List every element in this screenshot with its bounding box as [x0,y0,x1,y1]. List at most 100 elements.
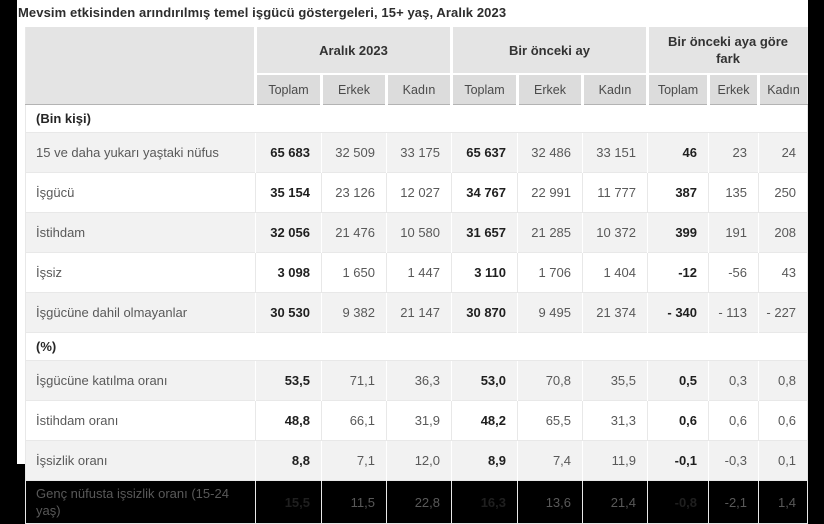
cell: 12 027 [385,172,452,213]
row-label: İstihdam [25,212,256,253]
cell: 21 147 [385,292,452,333]
cell: 250 [758,172,808,213]
cell: 10 372 [582,212,648,253]
subheader-kadin-5: Kadın [581,73,648,105]
column-group-bir-onceki-ay: Bir önceki ay [450,27,648,74]
cell: 1,4 [758,480,808,524]
row-label: Genç nüfusta işsizlik oranı (15-24 yaş) [25,480,256,524]
cell: 191 [708,212,759,253]
cell: -0,1 [647,440,709,481]
subheader-erkek-7: Erkek [707,73,759,105]
cell: 0,6 [708,400,759,441]
table-header: Aralık 2023 Bir önceki ay Bir önceki aya… [25,27,808,105]
table-row: İşsizlik oranı 8,8 7,1 12,0 8,9 7,4 11,9 -0,1 -0… [25,440,808,481]
page-title: Mevsim etkisinden arındırılmış temel işg… [18,5,507,20]
cell: 30 530 [255,292,322,333]
cell: 0,6 [647,400,709,441]
cell: 1 447 [385,252,452,293]
cell: 9 382 [321,292,387,333]
cell: 53,5 [255,360,322,401]
subheader-toplam-0: Toplam [254,73,322,105]
cell: 11,5 [321,480,387,524]
cell: 21 285 [517,212,583,253]
cell: 65,5 [517,400,583,441]
corner-cell [25,27,256,105]
subheader-kadin-8: Kadın [757,73,808,105]
cell: 53,0 [451,360,518,401]
table-row: İstihdam 32 056 21 476 10 580 31 657 21 285 10… [25,212,808,253]
table-row: 15 ve daha yukarı yaştaki nüfus 65 683 32 … [25,132,808,173]
cell: 23 126 [321,172,387,213]
cell: 21 374 [582,292,648,333]
cell: 32 486 [517,132,583,173]
cell: -2,1 [708,480,759,524]
cell: 32 056 [255,212,322,253]
cell: 7,1 [321,440,387,481]
table-row: Genç nüfusta işsizlik oranı (15-24 yaş) 1… [25,480,808,524]
page: { "chart_data": { "type": "table", "titl… [17,0,809,524]
cell: 31 657 [451,212,518,253]
cell: 66,1 [321,400,387,441]
cell: 0,1 [758,440,808,481]
cell: 8,8 [255,440,322,481]
cell: 23 [708,132,759,173]
cell: 21 476 [321,212,387,253]
row-label: İşgücüne dahil olmayanlar [25,292,256,333]
cell: - 227 [758,292,808,333]
cell: 21,4 [582,480,648,524]
cell: 0,8 [758,360,808,401]
row-label: İşsiz [25,252,256,293]
subheader-erkek-1: Erkek [320,73,387,105]
cell: 1 404 [582,252,648,293]
cell: 24 [758,132,808,173]
subheader-erkek-4: Erkek [516,73,583,105]
cell: 30 870 [451,292,518,333]
cell: 8,9 [451,440,518,481]
cell: 43 [758,252,808,293]
cell: - 340 [647,292,709,333]
cell: 33 175 [385,132,452,173]
cell: 7,4 [517,440,583,481]
row-label: İşgücü [25,172,256,213]
cell: 31,9 [385,400,452,441]
cell: 11,9 [582,440,648,481]
cell: 48,8 [255,400,322,441]
table-row: İşsiz 3 098 1 650 1 447 3 110 1 706 1 404 -12 -5… [25,252,808,293]
cell: 1 650 [321,252,387,293]
content-panel: Mevsim etkisinden arındırılmış temel işg… [17,0,809,524]
cell: 48,2 [451,400,518,441]
column-group-fark: Bir önceki aya göre fark [646,27,808,74]
cell: 35 154 [255,172,322,213]
cell: - 113 [708,292,759,333]
cell: 3 110 [451,252,518,293]
cell: 12,0 [385,440,452,481]
cell: 10 580 [385,212,452,253]
cell: 65 637 [451,132,518,173]
section-header-row: (%) [25,332,808,361]
table-row: İşgücüne dahil olmayanlar 30 530 9 382 21 1… [25,292,808,333]
cell: 32 509 [321,132,387,173]
cell: 13,6 [517,480,583,524]
table-body: (Bin kişi) 15 ve daha yukarı yaştaki nüfu… [25,104,808,524]
section-header-row: (Bin kişi) [25,104,808,133]
subheader-toplam-3: Toplam [450,73,518,105]
cell: 11 777 [582,172,648,213]
cell: 135 [708,172,759,213]
row-label: 15 ve daha yukarı yaştaki nüfus [25,132,256,173]
cell: 46 [647,132,709,173]
cell: 65 683 [255,132,322,173]
table-row: İşgücü 35 154 23 126 12 027 34 767 22 991 11 7… [25,172,808,213]
table-row: İşgücüne katılma oranı 53,5 71,1 36,3 53,0 70… [25,360,808,401]
cell: 31,3 [582,400,648,441]
table-row: İstihdam oranı 48,8 66,1 31,9 48,2 65,5 31,3 0,… [25,400,808,441]
column-group-row: Aralık 2023 Bir önceki ay Bir önceki aya… [25,27,808,105]
subheader-toplam-6: Toplam [646,73,709,105]
cell: 0,5 [647,360,709,401]
row-label: İşsizlik oranı [25,440,256,481]
subheader-kadin-2: Kadın [384,73,452,105]
cell: 16,3 [451,480,518,524]
cell: 22 991 [517,172,583,213]
cell: 3 098 [255,252,322,293]
cell: 70,8 [517,360,583,401]
cell: 22,8 [385,480,452,524]
